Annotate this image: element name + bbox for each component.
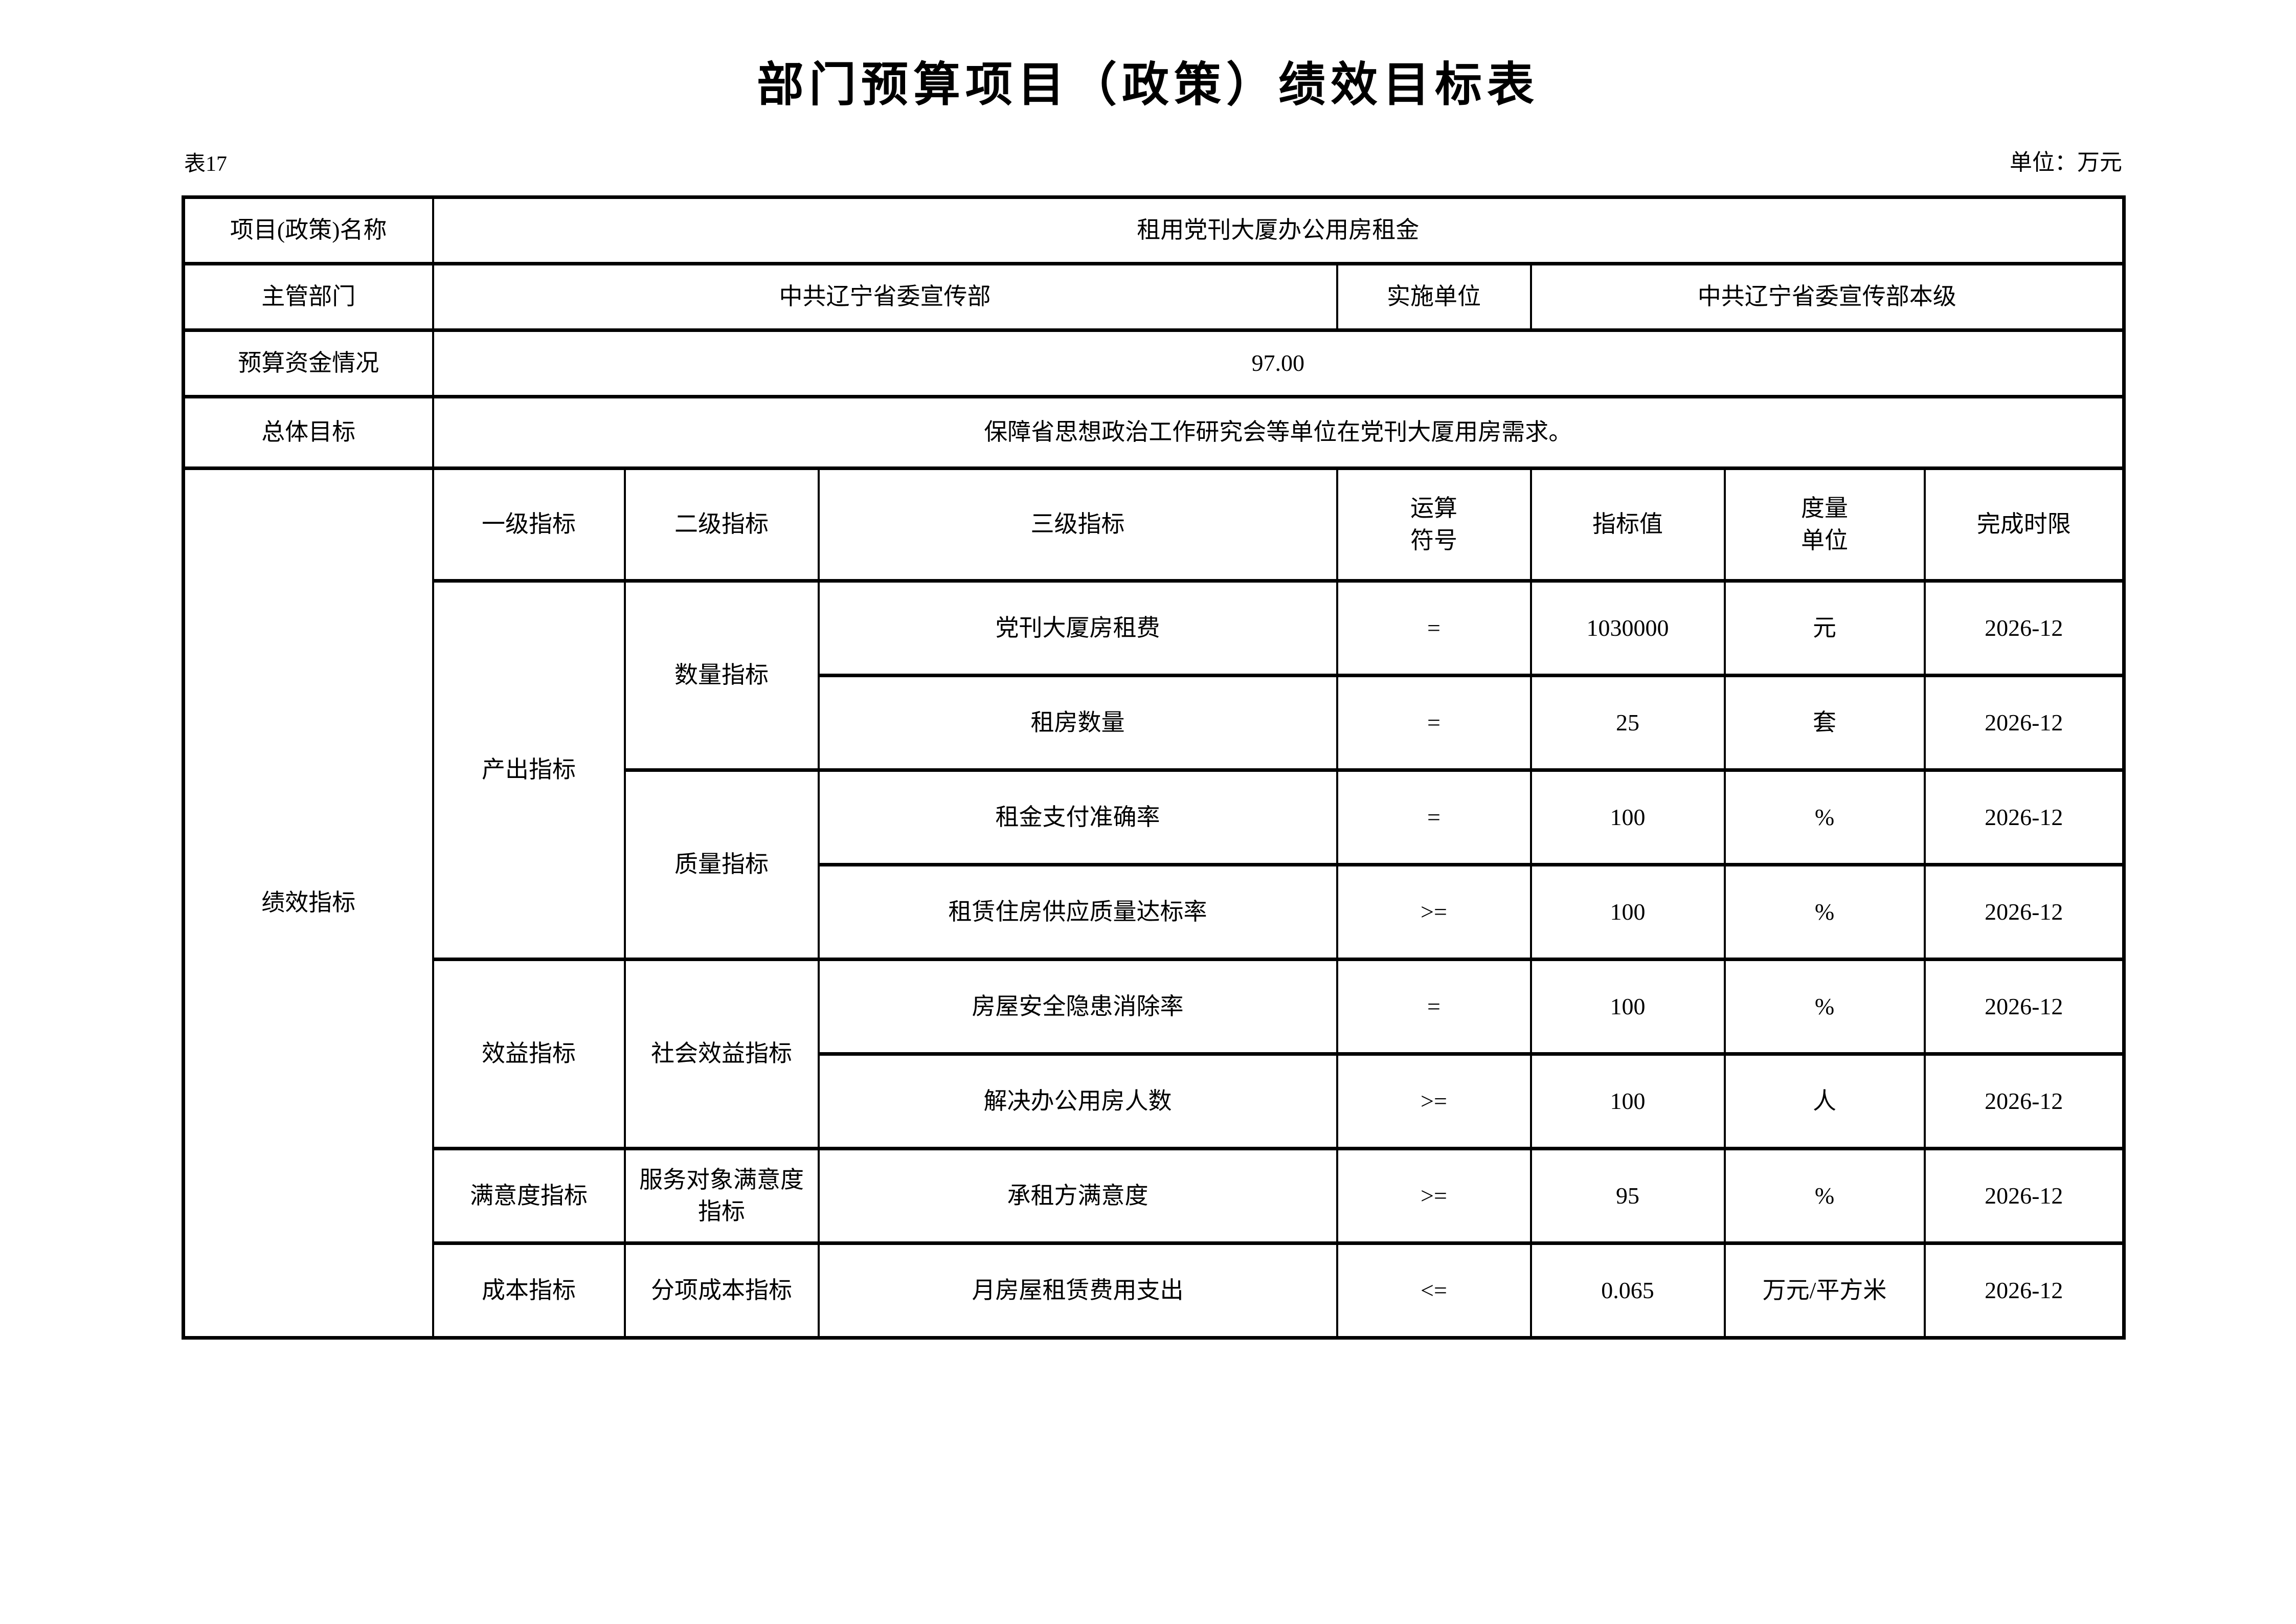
l3-cell: 租赁住房供应质量达标率	[817, 863, 1338, 961]
l3-cell: 房屋安全隐患消除率	[817, 958, 1338, 1056]
value-cell: 100	[1529, 768, 1726, 866]
project-name-value: 租用党刊大厦办公用房租金	[432, 195, 2125, 265]
unit-cell: 人	[1723, 1052, 1926, 1150]
budget-value: 97.00	[432, 328, 2125, 398]
level1-benefit: 效益指标	[432, 958, 626, 1150]
deadline-cell: 2026-12	[1923, 863, 2125, 961]
deadline-cell: 2026-12	[1923, 1052, 2125, 1150]
l3-cell: 党刊大厦房租费	[817, 579, 1338, 677]
impl-unit-value: 中共辽宁省委宣传部本级	[1529, 262, 2125, 332]
col-header-level3: 三级指标	[817, 466, 1338, 583]
op-cell: =	[1336, 768, 1532, 866]
unit-cell: 套	[1723, 674, 1926, 772]
op-cell: >=	[1336, 1052, 1532, 1150]
op-cell: =	[1336, 579, 1532, 677]
info-row-departments: 主管部门 中共辽宁省委宣传部 实施单位 中共辽宁省委宣传部本级	[182, 262, 2125, 332]
deadline-cell: 2026-12	[1923, 768, 2125, 866]
dept-label: 主管部门	[182, 262, 434, 332]
op-cell: =	[1336, 958, 1532, 1056]
l3-cell: 月房屋租赁费用支出	[817, 1241, 1338, 1340]
l3-cell: 解决办公用房人数	[817, 1052, 1338, 1150]
level2-service: 服务对象满意度指标	[623, 1147, 820, 1245]
info-row-project: 项目(政策)名称 租用党刊大厦办公用房租金	[182, 195, 2125, 265]
unit-cell: %	[1723, 1147, 1926, 1245]
unit-cell: 元	[1723, 579, 1926, 677]
indicator-header-row: 绩效指标 一级指标 二级指标 三级指标 运算 符号 指标值 度量 单位 完成时限	[182, 466, 2125, 1340]
unit-cell: %	[1723, 863, 1926, 961]
value-cell: 25	[1529, 674, 1726, 772]
info-row-goal: 总体目标 保障省思想政治工作研究会等单位在党刊大厦用房需求。	[182, 395, 2125, 470]
col-header-operator: 运算 符号	[1336, 466, 1532, 583]
unit-cell: %	[1723, 958, 1926, 1056]
indicator-row: 效益指标 社会效益指标 房屋安全隐患消除率 = 100 % 2026-12	[184, 958, 2125, 1150]
level2-quantity: 数量指标	[623, 579, 820, 772]
indicator-row: 成本指标 分项成本指标 月房屋租赁费用支出 <= 0.065 万元/平方米 20…	[184, 1241, 2125, 1340]
op-cell: >=	[1336, 1147, 1532, 1245]
unit-cell: 万元/平方米	[1723, 1241, 1926, 1340]
indicator-row: 解决办公用房人数 >= 100 人 2026-12	[184, 1052, 2125, 1150]
op-cell: >=	[1336, 863, 1532, 961]
indicator-row: 租房数量 = 25 套 2026-12	[184, 674, 2125, 772]
indicator-row: 满意度指标 服务对象满意度指标 承租方满意度 >= 95 % 2026-12	[184, 1147, 2125, 1245]
level1-satisfaction: 满意度指标	[432, 1147, 626, 1245]
col-header-level1: 一级指标	[432, 466, 626, 583]
l3-cell: 租金支付准确率	[817, 768, 1338, 866]
dept-value: 中共辽宁省委宣传部	[432, 262, 1338, 332]
goal-value: 保障省思想政治工作研究会等单位在党刊大厦用房需求。	[432, 395, 2125, 470]
op-cell: =	[1336, 674, 1532, 772]
project-name-label: 项目(政策)名称	[182, 195, 434, 265]
col-header-level2: 二级指标	[623, 466, 820, 583]
value-cell: 1030000	[1529, 579, 1726, 677]
indicator-row: 租赁住房供应质量达标率 >= 100 % 2026-12	[184, 863, 2125, 961]
indicator-row: 产出指标 数量指标 党刊大厦房租费 = 1030000 元 2026-12	[184, 579, 2125, 961]
col-header-deadline: 完成时限	[1923, 466, 2125, 583]
unit-note: 单位：万元	[2010, 150, 2122, 175]
value-cell: 95	[1529, 1147, 1726, 1245]
value-cell: 100	[1529, 1052, 1726, 1150]
deadline-cell: 2026-12	[1923, 1147, 2125, 1245]
deadline-cell: 2026-12	[1923, 958, 2125, 1056]
deadline-cell: 2026-12	[1923, 1241, 2125, 1340]
level2-itemcost: 分项成本指标	[623, 1241, 820, 1340]
budget-label: 预算资金情况	[182, 328, 434, 398]
page-title: 部门预算项目（政策）绩效目标表	[756, 59, 1539, 111]
level2-social: 社会效益指标	[623, 958, 820, 1150]
level2-quality: 质量指标	[623, 768, 820, 961]
goal-label: 总体目标	[182, 395, 434, 470]
value-cell: 100	[1529, 958, 1726, 1056]
l3-cell: 承租方满意度	[817, 1147, 1338, 1245]
performance-section-label: 绩效指标	[182, 466, 434, 1340]
indicator-row: 质量指标 租金支付准确率 = 100 % 2026-12	[184, 768, 2125, 961]
col-header-value: 指标值	[1529, 466, 1726, 583]
table-number: 表17	[184, 152, 228, 176]
l3-cell: 租房数量	[817, 674, 1338, 772]
level1-cost: 成本指标	[432, 1241, 626, 1340]
deadline-cell: 2026-12	[1923, 674, 2125, 772]
info-row-budget: 预算资金情况 97.00	[182, 328, 2125, 398]
deadline-cell: 2026-12	[1923, 579, 2125, 677]
col-header-unit: 度量 单位	[1723, 466, 1926, 583]
op-cell: <=	[1336, 1241, 1532, 1340]
level1-output: 产出指标	[432, 579, 626, 961]
unit-cell: %	[1723, 768, 1926, 866]
value-cell: 100	[1529, 863, 1726, 961]
value-cell: 0.065	[1529, 1241, 1726, 1340]
budget-performance-table: 项目(政策)名称 租用党刊大厦办公用房租金 主管部门 中共辽宁省委宣传部 实施单…	[182, 195, 2126, 1340]
impl-unit-label: 实施单位	[1336, 262, 1532, 332]
